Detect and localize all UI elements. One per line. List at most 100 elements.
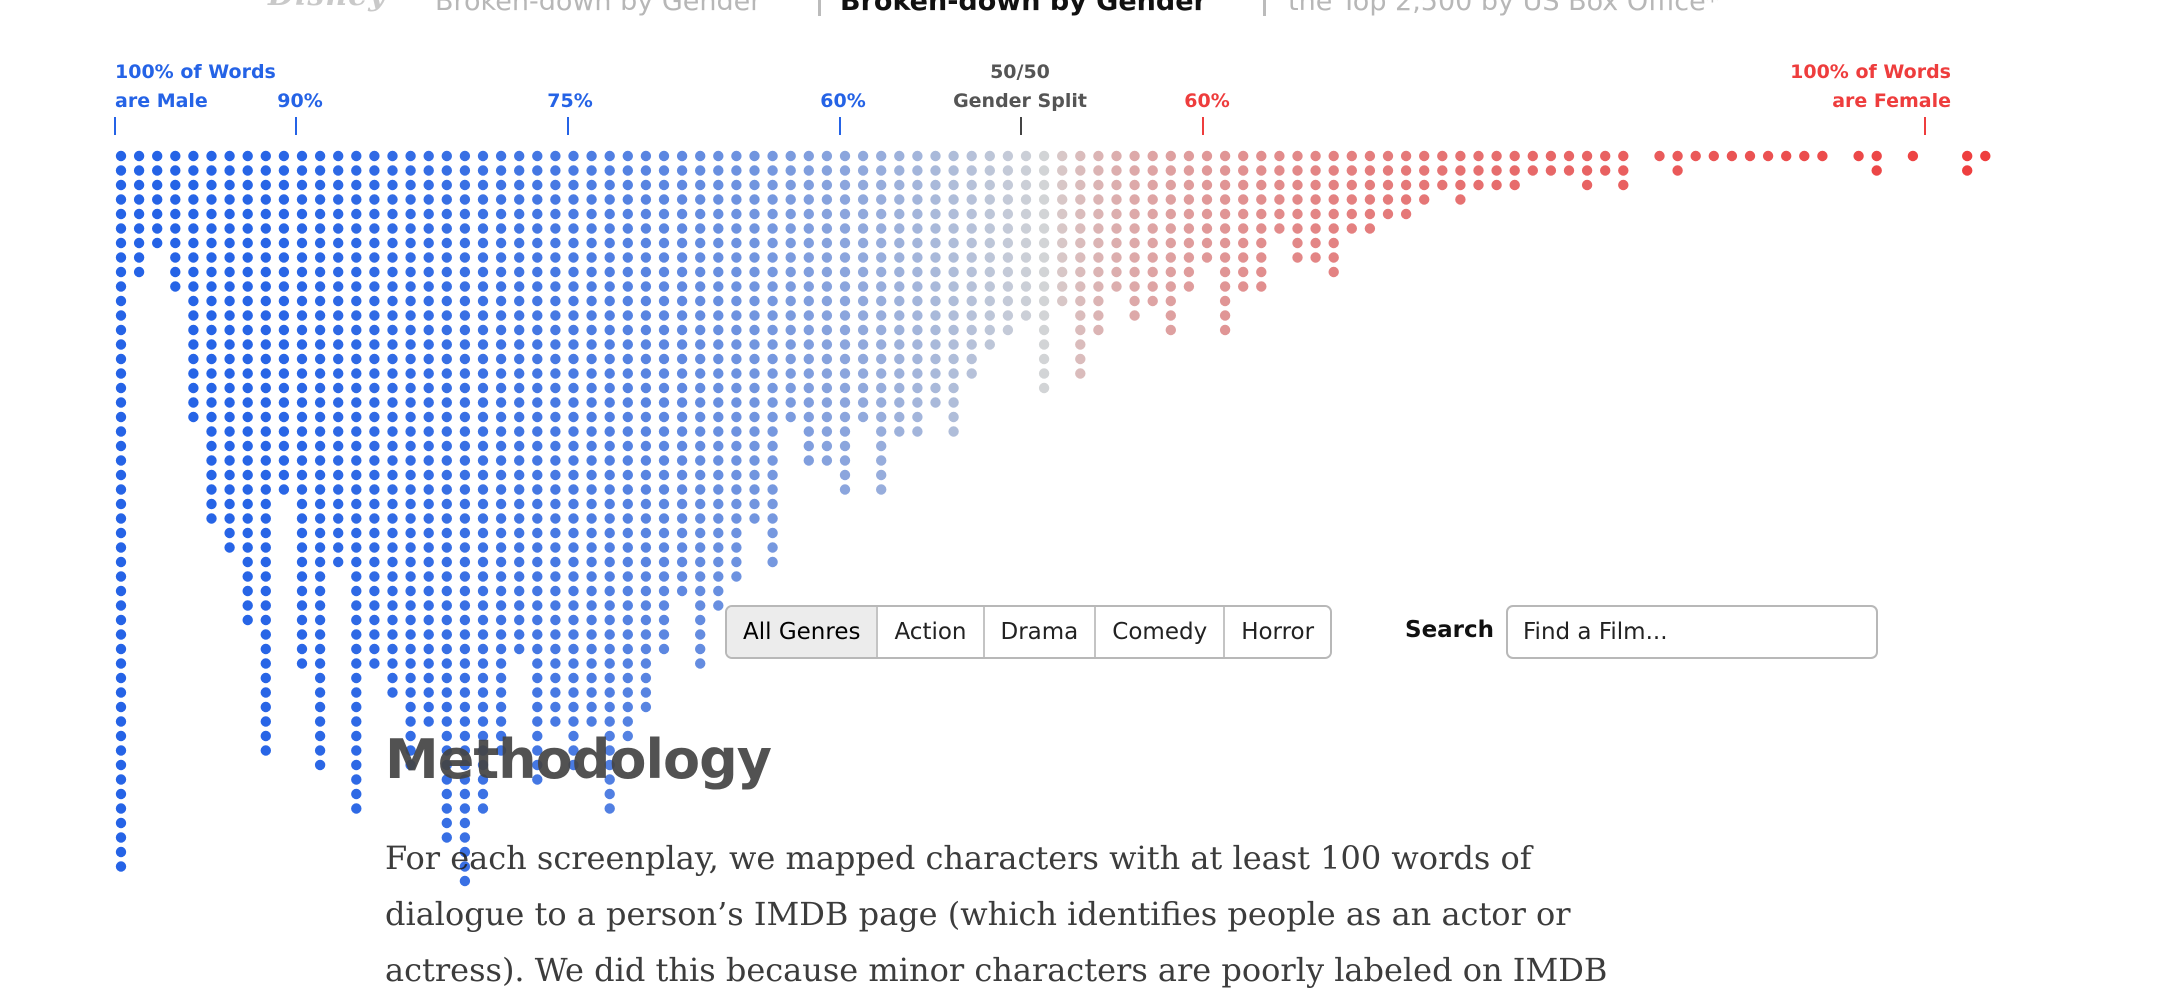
film-dot[interactable] <box>532 324 543 336</box>
film-dot[interactable] <box>314 716 326 727</box>
film-dot[interactable] <box>405 179 416 191</box>
film-dot[interactable] <box>1328 223 1339 234</box>
film-dot[interactable] <box>586 600 597 611</box>
film-dot[interactable] <box>423 687 434 698</box>
film-dot[interactable] <box>206 426 217 437</box>
film-dot[interactable] <box>314 658 326 669</box>
film-dot[interactable] <box>369 165 380 176</box>
film-dot[interactable] <box>278 223 290 234</box>
film-dot[interactable] <box>1328 179 1339 191</box>
film-dot[interactable] <box>405 237 416 249</box>
film-dot[interactable] <box>622 208 633 220</box>
film-dot[interactable] <box>1473 179 1484 191</box>
film-dot[interactable] <box>749 353 760 365</box>
film-dot[interactable] <box>369 339 380 350</box>
film-dot[interactable] <box>423 600 434 611</box>
film-dot[interactable] <box>260 252 271 263</box>
film-dot[interactable] <box>351 585 362 597</box>
film-dot[interactable] <box>713 295 724 307</box>
film-dot[interactable] <box>351 556 362 568</box>
film-dot[interactable] <box>839 237 851 249</box>
film-dot[interactable] <box>423 382 434 394</box>
film-dot[interactable] <box>351 788 362 800</box>
film-dot[interactable] <box>1020 310 1032 321</box>
film-dot[interactable] <box>369 455 380 466</box>
film-dot[interactable] <box>405 745 416 756</box>
film-dot[interactable] <box>1672 150 1683 162</box>
film-dot[interactable] <box>568 658 579 669</box>
film-dot[interactable] <box>785 382 796 394</box>
film-dot[interactable] <box>495 208 507 220</box>
film-dot[interactable] <box>984 165 995 176</box>
film-dot[interactable] <box>314 571 326 582</box>
genre-button-drama[interactable]: Drama <box>984 607 1097 657</box>
film-dot[interactable] <box>206 484 217 495</box>
film-dot[interactable] <box>1093 252 1104 263</box>
film-dot[interactable] <box>568 440 579 452</box>
film-dot[interactable] <box>170 208 181 220</box>
film-dot[interactable] <box>876 223 887 234</box>
film-dot[interactable] <box>876 295 887 307</box>
film-dot[interactable] <box>1002 295 1014 307</box>
film-dot[interactable] <box>1871 150 1882 162</box>
film-dot[interactable] <box>459 266 471 278</box>
film-dot[interactable] <box>1219 223 1231 234</box>
film-dot[interactable] <box>1346 223 1358 234</box>
film-dot[interactable] <box>242 571 253 582</box>
film-dot[interactable] <box>857 397 869 408</box>
film-dot[interactable] <box>296 556 308 568</box>
film-dot[interactable] <box>912 150 923 162</box>
film-dot[interactable] <box>550 179 561 191</box>
film-dot[interactable] <box>658 194 670 205</box>
film-dot[interactable] <box>676 266 688 278</box>
film-dot[interactable] <box>857 339 869 350</box>
film-dot[interactable] <box>695 339 706 350</box>
film-dot[interactable] <box>224 179 235 191</box>
film-dot[interactable] <box>1147 165 1158 176</box>
film-dot[interactable] <box>1093 194 1104 205</box>
film-dot[interactable] <box>333 223 344 234</box>
film-dot[interactable] <box>1256 252 1267 263</box>
film-dot[interactable] <box>387 513 398 524</box>
film-dot[interactable] <box>803 426 814 437</box>
film-dot[interactable] <box>224 208 235 220</box>
film-dot[interactable] <box>532 208 543 220</box>
film-dot[interactable] <box>260 687 271 698</box>
film-dot[interactable] <box>477 542 489 553</box>
film-dot[interactable] <box>296 368 308 379</box>
film-dot[interactable] <box>586 208 597 220</box>
film-dot[interactable] <box>1057 165 1068 176</box>
film-dot[interactable] <box>803 194 814 205</box>
film-dot[interactable] <box>658 397 670 408</box>
film-dot[interactable] <box>948 339 959 350</box>
film-dot[interactable] <box>586 527 597 539</box>
film-dot[interactable] <box>405 730 416 742</box>
film-dot[interactable] <box>1002 266 1014 278</box>
film-dot[interactable] <box>676 440 688 452</box>
film-dot[interactable] <box>423 542 434 553</box>
film-dot[interactable] <box>658 353 670 365</box>
film-dot[interactable] <box>857 179 869 191</box>
film-dot[interactable] <box>333 469 344 481</box>
film-dot[interactable] <box>658 252 670 263</box>
film-dot[interactable] <box>477 281 489 292</box>
film-dot[interactable] <box>224 165 235 176</box>
film-dot[interactable] <box>839 469 851 481</box>
genre-button-horror[interactable]: Horror <box>1225 607 1331 657</box>
film-dot[interactable] <box>658 368 670 379</box>
film-dot[interactable] <box>1075 339 1086 350</box>
film-dot[interactable] <box>314 629 326 640</box>
film-dot[interactable] <box>333 397 344 408</box>
film-dot[interactable] <box>767 368 778 379</box>
film-dot[interactable] <box>405 194 416 205</box>
film-dot[interactable] <box>423 194 434 205</box>
film-dot[interactable] <box>1962 150 1973 162</box>
film-dot[interactable] <box>568 324 579 336</box>
film-dot[interactable] <box>441 455 452 466</box>
film-dot[interactable] <box>713 585 724 597</box>
nav-item-disney-gender[interactable]: Broken-down by Gender <box>435 0 762 17</box>
film-dot[interactable] <box>333 208 344 220</box>
film-dot[interactable] <box>948 150 959 162</box>
film-dot[interactable] <box>550 484 561 495</box>
film-dot[interactable] <box>1165 324 1177 336</box>
